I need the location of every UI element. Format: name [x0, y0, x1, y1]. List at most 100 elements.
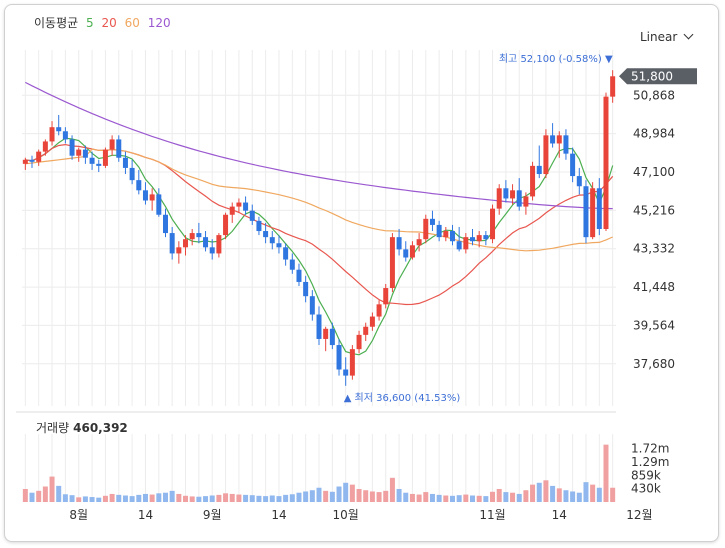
- price-tick-label: 45,216: [633, 203, 675, 217]
- candle-body: [223, 214, 229, 236]
- legend-ma-5: 5: [86, 16, 94, 30]
- candle-body: [516, 190, 522, 207]
- volume-bar: [142, 493, 148, 502]
- candle-body: [403, 249, 409, 258]
- volume-bar: [409, 493, 415, 502]
- candle-body: [69, 139, 75, 156]
- volume-bar: [423, 492, 429, 502]
- volume-bar: [216, 494, 222, 502]
- volume-bar: [356, 488, 362, 502]
- candle-body: [96, 163, 102, 166]
- price-tick-label: 48,984: [633, 127, 675, 141]
- candle-body: [82, 149, 88, 158]
- candle-body: [356, 334, 362, 350]
- volume-bar: [36, 490, 42, 502]
- chart-frame: [4, 4, 719, 542]
- volume-bar: [136, 494, 142, 502]
- volume-bar: [109, 493, 115, 502]
- candle-body: [136, 180, 142, 191]
- volume-bar: [223, 493, 229, 502]
- volume-bar: [76, 497, 82, 502]
- candle-body: [590, 188, 596, 238]
- candle-body: [456, 241, 462, 250]
- volume-bar: [570, 491, 576, 502]
- candle-body: [429, 218, 435, 225]
- scale-dropdown[interactable]: Linear: [640, 29, 694, 44]
- candle-body: [323, 328, 329, 339]
- volume-bar: [209, 495, 215, 502]
- volume-bar: [583, 482, 589, 502]
- candle-body: [570, 153, 576, 177]
- volume-bar: [530, 484, 536, 502]
- volume-bar: [396, 488, 402, 502]
- moving-average-legend: 이동평균 5 20 60 120: [34, 14, 175, 31]
- candle-body: [162, 214, 168, 234]
- volume-bar: [229, 493, 235, 502]
- volume-bar: [449, 495, 455, 502]
- candles-layer: [22, 70, 616, 386]
- volume-bar: [236, 494, 242, 502]
- candle-body: [142, 190, 148, 201]
- candle-body: [169, 233, 175, 254]
- price-tick-label: 37,680: [633, 357, 675, 371]
- legend-ma-60: 60: [124, 16, 140, 30]
- candle-body: [89, 157, 95, 164]
- candle-body: [490, 208, 496, 240]
- chevron-down-icon: [683, 29, 694, 40]
- candle-body: [369, 316, 375, 327]
- candle-body: [62, 131, 68, 140]
- volume-bar: [436, 494, 442, 502]
- candle-body: [309, 296, 315, 315]
- candle-body: [176, 247, 182, 254]
- candle-body: [396, 237, 402, 250]
- time-tick-label: 14: [552, 508, 567, 522]
- candle-body: [256, 220, 262, 232]
- volume-tick-label: 1.29m: [631, 455, 669, 469]
- volume-bar: [129, 496, 135, 502]
- volume-label: 거래량 460,392: [36, 419, 128, 436]
- time-axis: 8월 14 9월 14 10월 11월 14 12월: [69, 508, 652, 522]
- price-tick-label: 50,868: [633, 88, 675, 102]
- volume-bar: [189, 496, 195, 502]
- volume-bar: [376, 492, 382, 502]
- volume-bar: [82, 496, 88, 502]
- volume-bar: [169, 490, 175, 502]
- candle-body: [203, 237, 209, 248]
- candle-body: [303, 281, 309, 297]
- volume-bar: [176, 493, 182, 502]
- candle-body: [336, 345, 342, 370]
- volume-bar: [162, 492, 168, 502]
- candle-body: [236, 202, 242, 207]
- candle-body: [316, 314, 322, 339]
- volume-bar: [42, 486, 48, 502]
- volume-bar: [336, 486, 342, 502]
- volume-bar: [383, 490, 389, 502]
- candle-body: [543, 135, 549, 175]
- candle-body: [409, 245, 415, 258]
- volume-bar: [96, 497, 102, 502]
- candle-body: [610, 76, 616, 97]
- volume-bar: [256, 495, 262, 502]
- candle-body: [416, 239, 422, 246]
- volume-bar: [203, 496, 209, 502]
- volume-bar: [283, 494, 289, 502]
- candle-body: [243, 202, 249, 211]
- volume-bar: [536, 482, 542, 502]
- volume-bar: [550, 485, 556, 502]
- price-tick-label: 43,332: [633, 242, 675, 256]
- volume-bar: [49, 476, 55, 502]
- volume-bar: [590, 484, 596, 502]
- candle-body: [383, 288, 389, 305]
- volume-bar: [510, 492, 516, 502]
- volume-bar: [62, 494, 68, 502]
- candle-body: [536, 165, 542, 175]
- volume-bar: [456, 495, 462, 502]
- volume-bar: [429, 493, 435, 502]
- candle-body: [269, 237, 275, 244]
- volume-bar: [403, 492, 409, 502]
- candle-body: [209, 247, 215, 254]
- candle-body: [463, 237, 469, 250]
- volume-bar: [276, 496, 282, 502]
- candle-body: [329, 328, 335, 346]
